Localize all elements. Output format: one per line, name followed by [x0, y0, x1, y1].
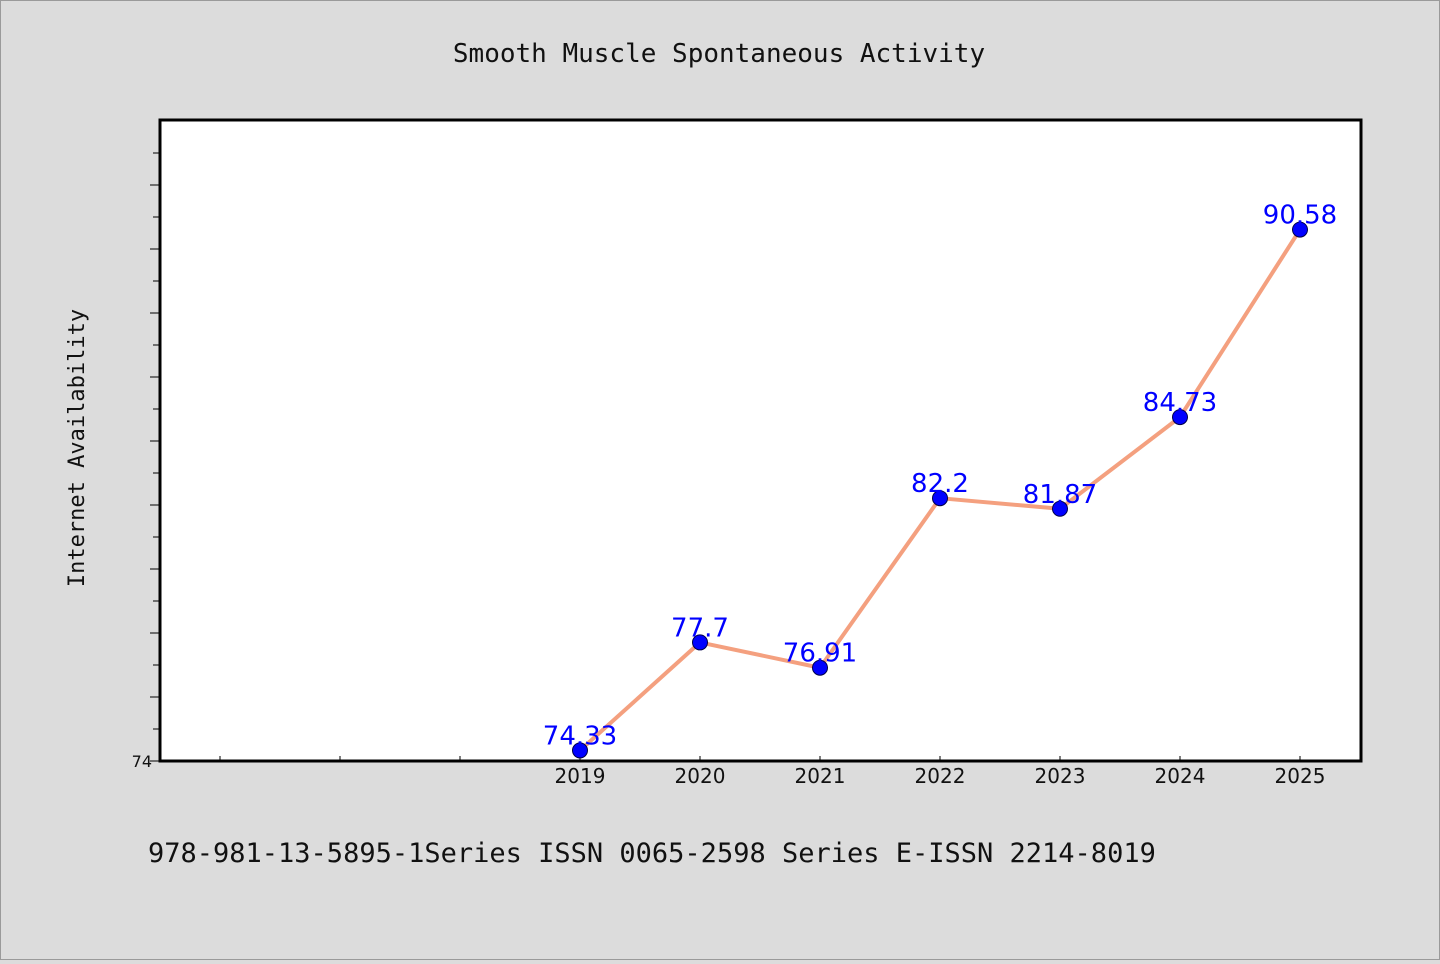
- data-label: 90.58: [1263, 201, 1337, 231]
- data-point-marker: [572, 742, 588, 759]
- x-tick-label: 2024: [1155, 764, 1206, 788]
- data-point-marker: [1172, 409, 1188, 426]
- y-tick-label: 74: [132, 752, 152, 771]
- footer-text: 978-981-13-5895-1Series ISSN 0065-2598 S…: [148, 838, 1156, 869]
- y-axis-label: Internet Availability: [65, 309, 90, 587]
- x-axis-ticks: 2019 2020 2021 2022 2023 2024 2025: [219, 756, 1326, 788]
- x-tick-label: 2023: [1035, 764, 1086, 788]
- data-point-marker: [1052, 500, 1068, 517]
- data-point-marker: [692, 634, 708, 651]
- data-label: 76.91: [783, 639, 857, 669]
- plot-area: [158, 118, 1363, 763]
- x-tick-label: 2021: [795, 764, 846, 788]
- x-tick-label: 2025: [1275, 764, 1326, 788]
- data-label: 77.7: [671, 613, 729, 643]
- data-point-marker: [812, 659, 828, 676]
- x-tick-label: 2022: [915, 764, 966, 788]
- data-point-marker: [1292, 221, 1308, 238]
- data-point-marker: [932, 490, 948, 507]
- x-tick-label: 2019: [555, 764, 606, 788]
- y-axis-ticks: 74: [132, 152, 160, 771]
- data-label: 81.87: [1023, 480, 1097, 510]
- chart-title: Smooth Muscle Spontaneous Activity: [453, 39, 985, 69]
- series-layer: 74.33 77.7 76.91 82.2 81.87 84.73 90.58: [543, 201, 1337, 759]
- data-label: 82.2: [911, 469, 969, 499]
- data-label: 84.73: [1143, 388, 1217, 418]
- x-tick-label: 2020: [675, 764, 726, 788]
- data-label: 74.33: [543, 721, 617, 751]
